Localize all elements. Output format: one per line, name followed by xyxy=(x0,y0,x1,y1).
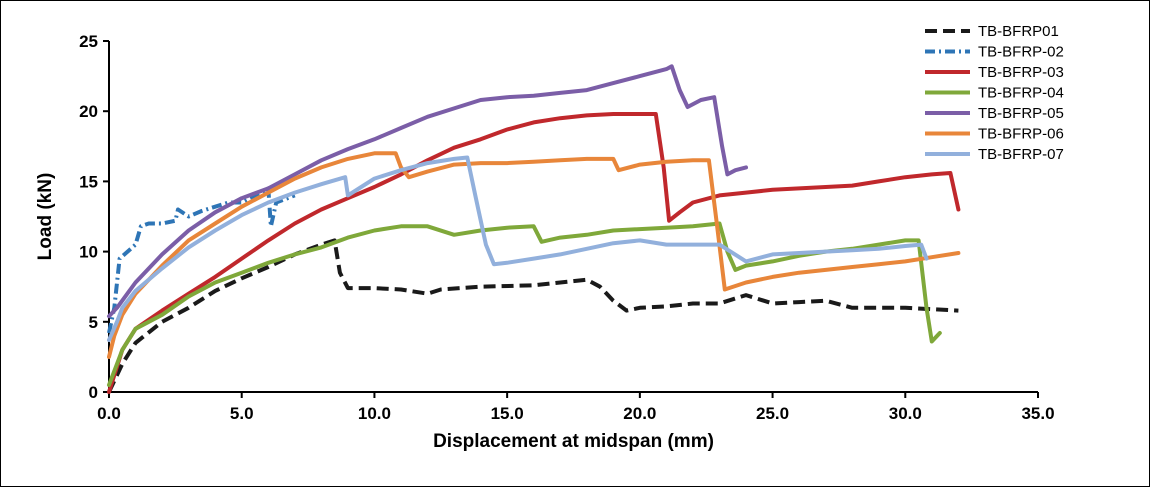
x-tick-label: 25.0 xyxy=(756,404,789,423)
legend-label-4: TB-BFRP-04 xyxy=(978,85,1064,102)
x-tick-label: 0.0 xyxy=(97,404,121,423)
x-tick-label: 30.0 xyxy=(889,404,922,423)
y-tick-label: 15 xyxy=(79,172,98,191)
series-line-4 xyxy=(107,221,942,387)
y-tick-label: 5 xyxy=(89,313,98,332)
x-tick-label: 35.0 xyxy=(1021,404,1054,423)
series-layer xyxy=(107,64,961,394)
legend-label-6: TB-BFRP-06 xyxy=(978,126,1064,143)
legend-label-7: TB-BFRP-07 xyxy=(978,146,1064,163)
series-line-2 xyxy=(107,186,296,334)
legend-label-3: TB-BFRP-03 xyxy=(978,64,1064,81)
axes: 0.0 5.0 10.0 15.0 20.0 25.0 30.0 35.0 0 5 10 15 20 2… xyxy=(79,32,1054,423)
legend: TB-BFRP01 TB-BFRP-02 TB-BFRP-03 TB-BFRP-04 T… xyxy=(925,23,1064,163)
y-ticks: 0 5 10 15 20 25 xyxy=(79,32,109,402)
y-tick-label: 0 xyxy=(89,383,98,402)
series-line-6 xyxy=(107,151,961,359)
x-tick-label: 10.0 xyxy=(358,404,391,423)
y-tick-label: 10 xyxy=(79,243,98,262)
y-tick-label: 20 xyxy=(79,102,98,121)
x-tick-label: 20.0 xyxy=(623,404,656,423)
x-axis-title: Displacement at midspan (mm) xyxy=(433,431,714,452)
x-tick-label: 15.0 xyxy=(491,404,524,423)
y-tick-label: 25 xyxy=(79,32,98,51)
series-line-3 xyxy=(107,112,961,394)
legend-label-1: TB-BFRP01 xyxy=(978,23,1059,40)
legend-label-2: TB-BFRP-02 xyxy=(978,44,1064,61)
series-line-1 xyxy=(107,238,959,393)
legend-label-5: TB-BFRP-05 xyxy=(978,105,1064,122)
y-axis-title: Load (kN) xyxy=(35,173,56,261)
series-line-7 xyxy=(107,155,929,343)
series-line-5 xyxy=(107,64,748,319)
x-tick-label: 5.0 xyxy=(230,404,254,423)
x-ticks: 0.0 5.0 10.0 15.0 20.0 25.0 30.0 35.0 xyxy=(97,392,1055,423)
